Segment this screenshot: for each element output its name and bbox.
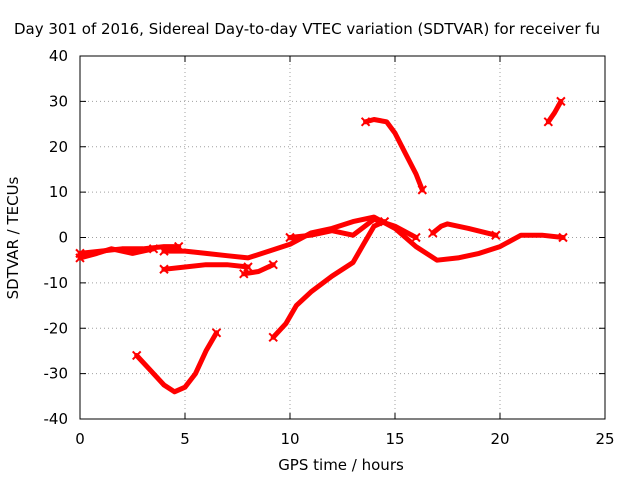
grid bbox=[80, 56, 605, 419]
x-tick-label: 15 bbox=[385, 430, 404, 448]
data-point-marker bbox=[268, 260, 278, 270]
x-tick-label: 0 bbox=[75, 430, 85, 448]
series-arc-4 bbox=[161, 262, 251, 272]
y-tick-label: 30 bbox=[49, 92, 68, 110]
y-tick-label: 20 bbox=[49, 138, 68, 156]
x-axis-label: GPS time / hours bbox=[278, 456, 404, 474]
series-arc-5 bbox=[161, 214, 566, 263]
series-arc-10 bbox=[430, 221, 499, 238]
data-point-marker bbox=[411, 232, 421, 243]
data-point-marker bbox=[417, 185, 428, 195]
data-point-marker bbox=[75, 253, 85, 263]
y-tick-label: -30 bbox=[44, 365, 69, 383]
data-point-marker bbox=[491, 230, 501, 240]
series-arc-3 bbox=[134, 330, 219, 395]
series-arc-2 bbox=[77, 246, 156, 261]
y-tick-label: 0 bbox=[58, 229, 68, 247]
data-point-marker bbox=[159, 246, 169, 256]
data-point-marker bbox=[558, 232, 568, 243]
y-tick-label: -40 bbox=[44, 410, 69, 428]
series-arc-7 bbox=[270, 219, 387, 340]
y-tick-label: 10 bbox=[49, 183, 68, 201]
data-point-marker bbox=[285, 232, 295, 243]
series-arc-6 bbox=[241, 262, 276, 277]
data-point-marker bbox=[159, 264, 169, 274]
series-arc-9 bbox=[363, 117, 425, 193]
axis-ticks: 0 5 10 15 20 25 -40 -30 -20 -10 0 10 20 30 40 bbox=[44, 47, 615, 448]
data-series bbox=[75, 96, 568, 395]
series-arc-8 bbox=[287, 216, 419, 240]
data-point-marker bbox=[243, 262, 253, 272]
y-tick-label: -20 bbox=[44, 319, 69, 337]
data-point-marker bbox=[148, 244, 159, 254]
data-point-marker bbox=[556, 96, 566, 107]
y-tick-label: 40 bbox=[49, 47, 68, 65]
data-point-marker bbox=[268, 332, 278, 343]
x-tick-label: 5 bbox=[180, 430, 190, 448]
x-tick-label: 10 bbox=[280, 430, 299, 448]
data-point-marker bbox=[211, 328, 222, 338]
data-point-marker bbox=[543, 117, 554, 127]
x-tick-label: 20 bbox=[490, 430, 509, 448]
data-point-marker bbox=[360, 117, 371, 127]
x-tick-label: 25 bbox=[595, 430, 614, 448]
chart-title: Day 301 of 2016, Sidereal Day-to-day VTE… bbox=[14, 20, 600, 38]
y-axis-label: SDTVAR / TECUs bbox=[4, 176, 22, 299]
data-point-marker bbox=[428, 228, 438, 238]
data-point-marker bbox=[239, 269, 249, 279]
y-tick-label: -10 bbox=[44, 274, 69, 292]
data-point-marker bbox=[131, 350, 142, 361]
